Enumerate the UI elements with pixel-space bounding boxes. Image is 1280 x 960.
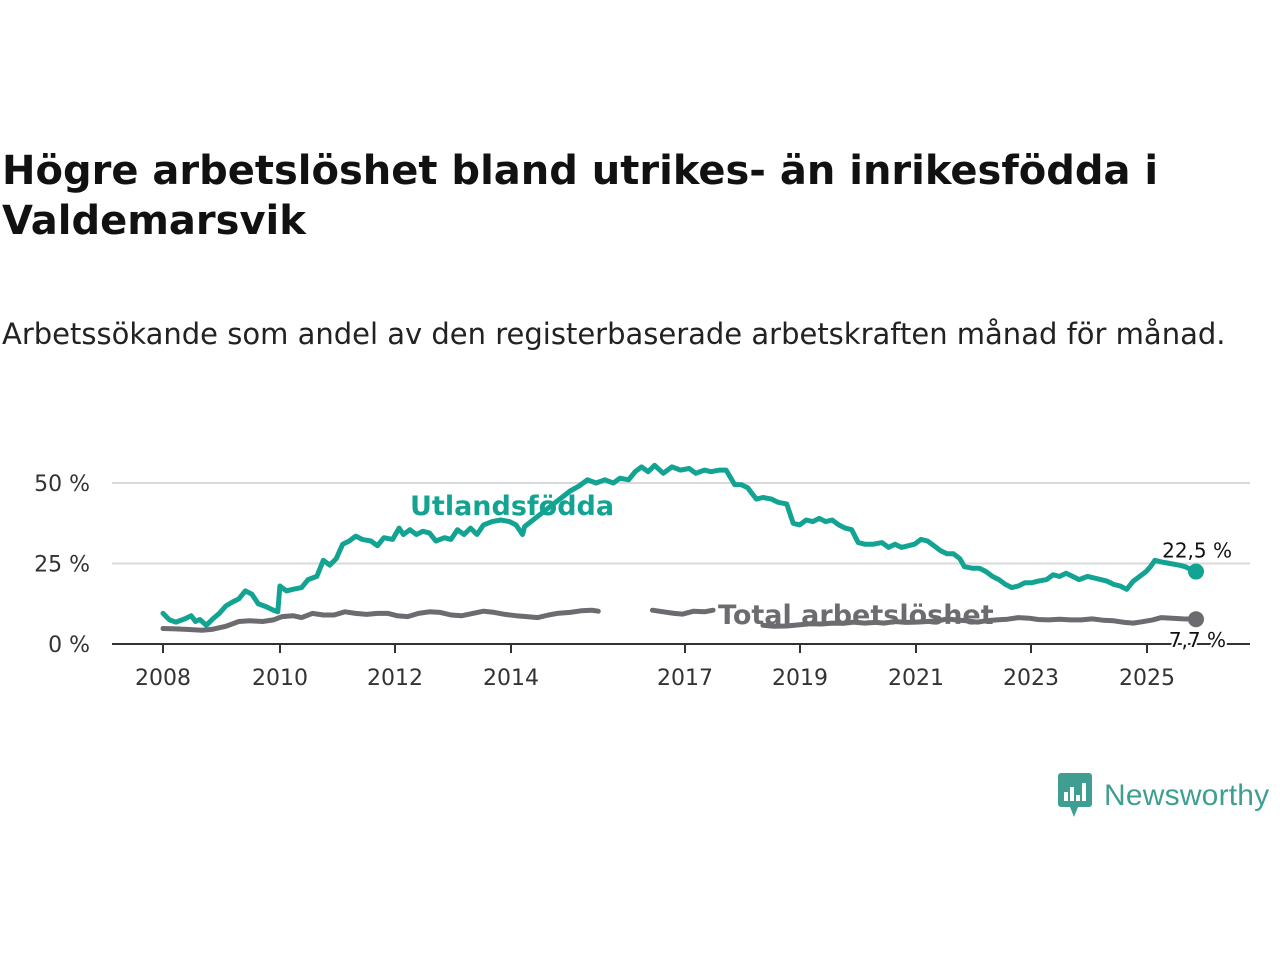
x-tick-label: 2010 <box>252 666 308 691</box>
end-label-total: 7,7 % <box>1169 628 1226 652</box>
end-label-foreign: 22,5 % <box>1162 539 1232 563</box>
end-point-total <box>1188 611 1204 628</box>
x-tick-label: 2008 <box>135 666 191 691</box>
y-tick-label: 50 % <box>34 472 90 497</box>
series-line-total <box>649 607 716 617</box>
series-label-foreign: Utlandsfödda <box>410 491 614 522</box>
series-label-total: Total arbetslöshet <box>718 600 994 631</box>
x-tick-label: 2012 <box>367 666 423 691</box>
x-tick-label: 2023 <box>1003 666 1059 691</box>
x-tick-label: 2014 <box>483 666 539 691</box>
newsworthy-logo: Newsworthy <box>1058 772 1269 820</box>
y-tick-label: 0 % <box>48 633 90 658</box>
newsworthy-logo-icon <box>1058 773 1092 817</box>
chart-subtitle: Arbetssökande som andel av den registerb… <box>2 317 1226 351</box>
series-line-foreign <box>160 462 1199 628</box>
x-tick-label: 2025 <box>1119 666 1175 691</box>
x-tick-label: 2017 <box>657 666 713 691</box>
line-chart: 0 % 25 % 50 % 2008 2010 2012 2014 2017 2019 2021 2… <box>34 462 1250 691</box>
brand-name: Newsworthy <box>1104 779 1270 812</box>
end-point-foreign <box>1188 563 1204 580</box>
y-tick-label: 25 % <box>34 553 90 578</box>
x-tick-label: 2021 <box>888 666 944 691</box>
series-line-total <box>760 615 1199 629</box>
series-line-total <box>160 607 601 633</box>
x-tick-label: 2019 <box>772 666 828 691</box>
chart-title: Högre arbetslöshet bland utrikes- än inr… <box>2 148 1159 244</box>
